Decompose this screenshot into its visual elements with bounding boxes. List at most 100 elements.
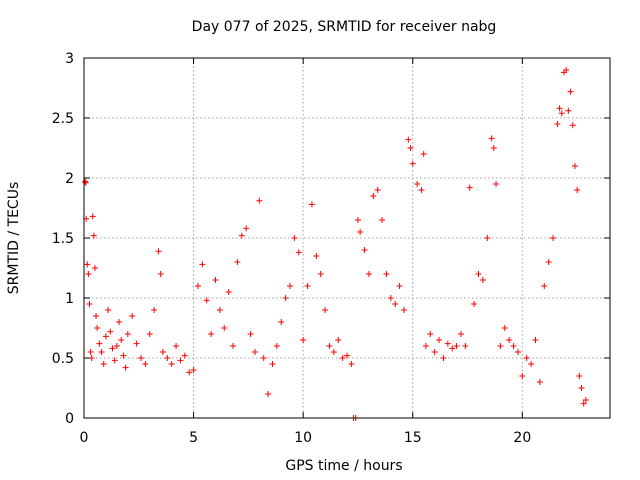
data-point xyxy=(339,355,346,361)
y-axis-title: SRMTID / TECUs xyxy=(6,182,22,295)
data-point xyxy=(291,235,298,241)
x-tick-label: 5 xyxy=(189,430,198,446)
data-points xyxy=(82,67,589,421)
data-point xyxy=(94,325,101,331)
data-point xyxy=(278,319,285,325)
data-point xyxy=(287,283,294,289)
data-point xyxy=(357,229,364,235)
data-point xyxy=(133,340,140,347)
y-tick-label: 0.5 xyxy=(52,351,74,367)
data-point xyxy=(265,391,272,397)
data-point xyxy=(96,340,103,347)
data-point xyxy=(304,283,311,289)
data-point xyxy=(168,361,175,367)
data-point xyxy=(102,333,109,340)
data-point xyxy=(420,151,427,157)
data-point xyxy=(556,105,563,112)
data-point xyxy=(571,163,578,169)
data-point xyxy=(120,352,127,359)
data-point xyxy=(514,349,521,355)
data-point xyxy=(113,343,120,349)
data-point xyxy=(370,193,377,199)
y-tick-label: 1 xyxy=(65,291,74,307)
data-point xyxy=(387,295,394,301)
y-tick-label: 0 xyxy=(65,411,74,427)
data-point xyxy=(444,340,451,347)
data-point xyxy=(212,277,219,283)
data-point xyxy=(466,184,473,191)
data-point xyxy=(100,361,107,367)
y-tick-label: 2 xyxy=(65,171,74,187)
data-point xyxy=(484,235,491,241)
data-point xyxy=(536,379,543,385)
data-point xyxy=(247,331,254,337)
data-point xyxy=(574,187,581,193)
data-point xyxy=(164,355,171,361)
data-point xyxy=(256,197,263,204)
data-point xyxy=(82,178,89,185)
data-point xyxy=(365,271,372,277)
data-point xyxy=(400,307,407,313)
data-point xyxy=(407,145,414,151)
data-point xyxy=(405,136,412,143)
data-point xyxy=(541,283,548,289)
data-point xyxy=(354,217,361,223)
data-point xyxy=(580,400,587,407)
data-point xyxy=(523,355,530,361)
data-point xyxy=(330,349,337,355)
data-point xyxy=(379,217,386,223)
data-point xyxy=(157,271,164,277)
data-point xyxy=(194,283,201,289)
data-point xyxy=(295,249,302,256)
axis-ticks: 0 0.5 1 1.5 2 2.5 3 0 5 10 15 20 xyxy=(52,51,610,446)
x-axis-title: GPS time / hours xyxy=(285,458,402,474)
data-point xyxy=(427,331,434,337)
data-point xyxy=(251,349,258,355)
data-point xyxy=(230,343,237,349)
data-point xyxy=(122,364,129,371)
data-point xyxy=(501,325,508,331)
data-point xyxy=(85,271,92,277)
data-point xyxy=(506,337,513,343)
y-tick-label: 1.5 xyxy=(52,231,74,247)
data-point xyxy=(449,345,456,352)
x-tick-label: 20 xyxy=(513,430,531,446)
data-point xyxy=(208,331,215,337)
data-point xyxy=(554,121,561,127)
data-point xyxy=(488,135,495,142)
data-point xyxy=(98,349,105,355)
data-point xyxy=(414,181,421,187)
data-point xyxy=(308,201,315,208)
data-point xyxy=(90,232,97,239)
data-point xyxy=(86,301,93,307)
data-point xyxy=(151,307,158,313)
x-tick-label: 10 xyxy=(294,430,312,446)
data-point xyxy=(471,301,478,307)
data-point xyxy=(282,295,289,301)
data-point xyxy=(87,349,94,355)
data-point xyxy=(396,283,403,289)
data-point xyxy=(199,261,206,268)
data-point xyxy=(383,271,390,277)
data-point xyxy=(216,307,223,313)
data-point xyxy=(532,337,539,343)
data-point xyxy=(440,355,447,361)
data-point xyxy=(159,349,166,355)
y-tick-label: 3 xyxy=(65,51,74,67)
data-point xyxy=(177,357,184,364)
data-point xyxy=(493,181,500,187)
data-point xyxy=(142,361,149,367)
data-point xyxy=(190,367,197,373)
data-point xyxy=(462,343,469,349)
chart-title: Day 077 of 2025, SRMTID for receiver nab… xyxy=(192,19,497,35)
data-point xyxy=(124,331,131,337)
data-point xyxy=(326,343,333,349)
data-point xyxy=(273,343,280,349)
data-point xyxy=(582,397,589,403)
data-point xyxy=(322,307,329,313)
data-point xyxy=(129,313,136,319)
data-point xyxy=(93,313,100,319)
data-point xyxy=(565,107,572,114)
data-point xyxy=(497,343,504,349)
